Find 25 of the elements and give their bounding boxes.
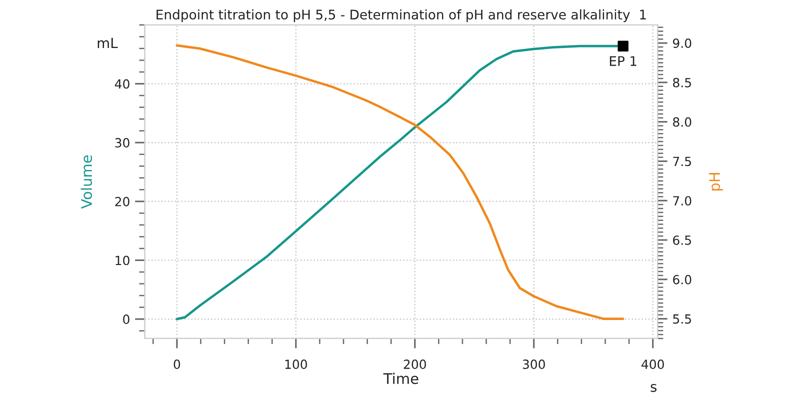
y2-tick-label: 5.5 <box>673 314 691 324</box>
x-tick-label: 300 <box>522 360 545 369</box>
text: mL <box>98 38 118 48</box>
y-axis-title: Volume <box>80 155 92 209</box>
y2-tick-label: 7.0 <box>673 196 692 206</box>
y-tick-label: 30 <box>115 138 130 148</box>
y-tick-label: 10 <box>116 256 130 266</box>
y2-tick-label: 9.0 <box>672 38 692 48</box>
x-tick-label: 0 <box>174 360 180 369</box>
y2-tick-label: 8.5 <box>673 78 691 88</box>
y2-tick-label: 6.0 <box>673 274 692 284</box>
y-tick-label: 40 <box>114 79 130 89</box>
text: s <box>650 384 657 392</box>
chart-title: Endpoint titration to pH 5,5 - Determination of pH and reserve alkalinity 1 <box>156 9 646 22</box>
y2-axis-title: pH <box>709 173 723 190</box>
y2-tick-label: 7.5 <box>673 156 691 166</box>
x-tick-label: 100 <box>285 360 308 369</box>
series-label: EP 1 <box>610 56 636 66</box>
x-tick-label: 200 <box>404 360 426 369</box>
y-tick-label: 20 <box>115 196 130 206</box>
y2-tick-label: 8.0 <box>673 117 692 127</box>
x-axis-title: Time <box>383 372 418 384</box>
y2-tick-label: 6.5 <box>673 235 691 245</box>
x-tick-label: 400 <box>642 360 664 369</box>
y-tick-label: 0 <box>123 314 130 324</box>
